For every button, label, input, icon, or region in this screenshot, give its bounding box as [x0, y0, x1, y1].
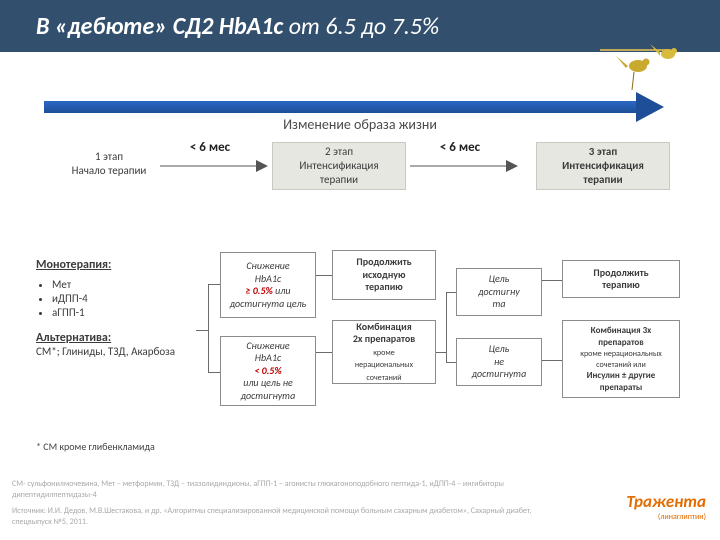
arrow2-label: < 6 мес — [420, 140, 500, 155]
stage2-box: 2 этап Интенсификация терапии — [272, 142, 406, 190]
mono-item: Мет — [52, 278, 206, 291]
alt-title: Альтернатива: — [36, 331, 206, 345]
title-a: В «дебюте» СД2 HbA1c — [36, 12, 289, 41]
lifestyle-label: Изменение образа жизни — [0, 116, 720, 133]
title-b: от 6.5 до 7.5% — [289, 12, 439, 41]
arrow1-label: < 6 мес — [170, 140, 250, 155]
mono-item: иДПП-4 — [52, 292, 206, 305]
arrow1-icon — [160, 156, 268, 176]
connector — [316, 275, 332, 276]
box-comb3: Комбинация 3х препаратов кроме нерациона… — [562, 320, 680, 398]
mono-item: аГПП-1 — [52, 306, 206, 319]
timeline-arrow-icon — [44, 98, 664, 116]
footer-text: СМ- сульфонилмочевина, Мет – метформин, … — [12, 479, 542, 528]
box-continue2: Продолжить терапию — [562, 260, 680, 298]
box-goal-yes: Цель достигну та — [456, 268, 542, 316]
connector — [446, 292, 456, 293]
connector — [208, 284, 220, 285]
footnote: * СМ кроме глибенкламида — [36, 440, 155, 453]
connector — [542, 280, 562, 281]
connector — [446, 292, 447, 362]
connector — [196, 330, 208, 331]
connector — [316, 352, 332, 353]
box-goal-no: Цель не достигнута — [456, 338, 542, 386]
box-dec-ge: Снижение HbA1c ≥ 0.5% или достигнута цел… — [220, 252, 316, 318]
box-comb2: Комбинация 2х препаратов кроме нерациона… — [332, 320, 436, 384]
stage3-box: 3 этап Интенсификация терапии — [536, 142, 670, 190]
connector — [542, 360, 562, 361]
box-dec-lt: Снижение HbA1c < 0.5% или цель не достиг… — [220, 336, 316, 406]
stage1-label: 1 этап Начало терапии — [54, 150, 164, 178]
slide-title: В «дебюте» СД2 HbA1c от 6.5 до 7.5% — [0, 12, 439, 41]
connector — [208, 372, 220, 373]
alt-text: СМ*; Глиниды, ТЗД, Акарбоза — [36, 345, 206, 358]
arrow2-icon — [410, 156, 518, 176]
connector — [446, 362, 456, 363]
mono-title: Монотерапия: — [36, 258, 206, 272]
mono-list: Мет иДПП-4 аГПП-1 — [38, 278, 206, 319]
box-continue1: Продолжить исходную терапию — [332, 250, 436, 300]
connector — [436, 352, 446, 353]
connector — [208, 284, 209, 372]
monotherapy-block: Монотерапия: Мет иДПП-4 аГПП-1 Альтернат… — [36, 258, 206, 358]
brand-logo: Тражента (линаглиптин) — [626, 491, 706, 522]
